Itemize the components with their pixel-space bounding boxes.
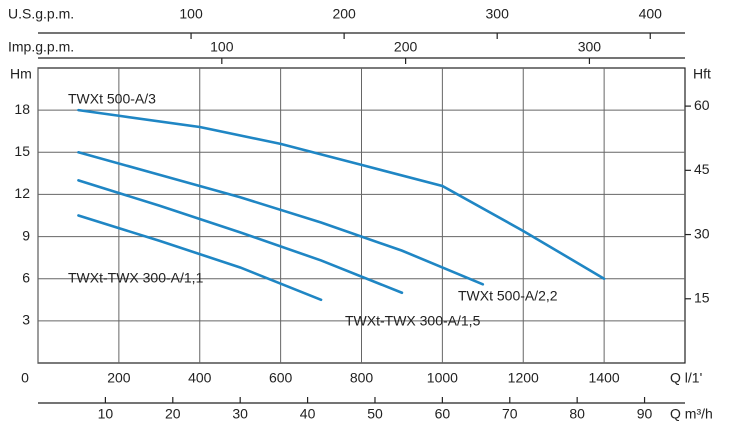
secondary-tick-label: 400 (639, 6, 663, 22)
y2-tick-label: 45 (694, 161, 710, 177)
secondary-tick-label: 50 (367, 406, 383, 422)
y-tick-label: 9 (22, 227, 30, 243)
x-tick-label: 0 (21, 370, 29, 386)
y2-tick-label: 30 (694, 225, 710, 241)
x-axis-label: Q l/1' (670, 370, 702, 386)
y2-tick-label: 60 (694, 97, 710, 113)
x-tick-label: 1400 (589, 370, 620, 386)
secondary-tick-label: 300 (578, 39, 602, 55)
secondary-tick-label: 70 (502, 406, 518, 422)
x-tick-label: 400 (188, 370, 212, 386)
secondary-tick-label: 200 (332, 6, 356, 22)
secondary-tick-label: 20 (165, 406, 181, 422)
curve (77, 150, 485, 286)
curve (77, 214, 323, 302)
secondary-tick-label: 40 (300, 406, 316, 422)
curve-label: TWXt-TWX 300-A/1,5 (345, 313, 481, 329)
m3h-label: Q m³/h (670, 406, 713, 422)
curve (77, 179, 404, 295)
y-tick-label: 6 (22, 269, 30, 285)
y-axis-label: Hm (10, 66, 32, 82)
y2-axis-label: Hft (693, 66, 711, 82)
curve-label: TWXt 500-A/3 (68, 91, 156, 107)
secondary-tick-label: 100 (210, 39, 234, 55)
secondary-tick-label: 200 (394, 39, 418, 55)
curve (77, 108, 606, 281)
secondary-tick-label: 10 (98, 406, 114, 422)
y-tick-label: 18 (14, 101, 30, 117)
y-tick-label: 12 (14, 185, 30, 201)
y-tick-label: 15 (14, 143, 30, 159)
secondary-tick-label: 60 (435, 406, 451, 422)
us-gpm-label: U.S.g.p.m. (8, 6, 74, 22)
imp-gpm-label: Imp.g.p.m. (8, 39, 74, 55)
y2-tick-label: 15 (694, 289, 710, 305)
secondary-tick-label: 30 (232, 406, 248, 422)
x-tick-label: 600 (269, 370, 293, 386)
y-tick-label: 3 (22, 312, 30, 328)
x-tick-label: 800 (350, 370, 374, 386)
curve-label: TWXt-TWX 300-A/1,1 (68, 270, 204, 286)
x-tick-label: 1200 (508, 370, 539, 386)
x-tick-label: 1000 (427, 370, 458, 386)
secondary-tick-label: 90 (637, 406, 653, 422)
secondary-tick-label: 100 (179, 6, 203, 22)
curve-label: TWXt 500-A/2,2 (458, 288, 558, 304)
secondary-tick-label: 300 (486, 6, 510, 22)
secondary-tick-label: 80 (569, 406, 585, 422)
x-tick-label: 200 (107, 370, 131, 386)
